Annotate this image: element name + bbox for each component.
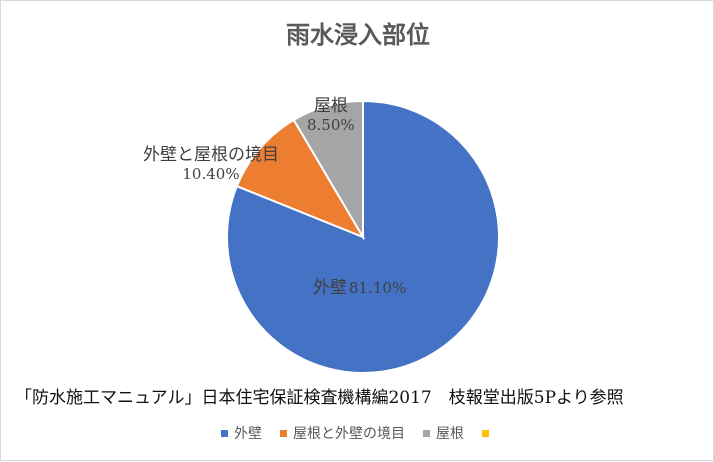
chart-title: 雨水浸入部位 [286,20,430,49]
legend-swatch [482,429,489,437]
data-label-name: 外壁 [313,278,347,298]
legend-label: 外壁 [234,426,262,442]
data-label-outer-wall: 外壁 81.10% [313,278,407,299]
legend-item-roof-wall-boundary: 屋根と外壁の境目 [280,423,405,443]
legend-label: 屋根 [436,426,464,442]
legend-swatch [423,429,430,437]
legend-swatch [280,429,287,437]
data-label-percent: 81.10% [349,279,407,297]
legend-label: 屋根と外壁の境目 [293,426,405,442]
data-label-name: 外壁と屋根の境目 [143,145,279,165]
data-label-name: 屋根 [313,96,348,116]
data-label-roof: 屋根 8.50% [307,96,355,134]
legend-item-unlabeled [482,423,495,443]
slice-roof [292,99,364,241]
data-label-percent: 10.40% [182,164,240,183]
data-label-roof-wall-boundary: 外壁と屋根の境目 10.40% [143,145,279,183]
legend-item-roof: 屋根 [423,423,464,443]
legend: 外壁 屋根と外壁の境目 屋根 [1,423,714,443]
legend-swatch [221,429,228,437]
source-note: 「防水施工マニュアル」日本住宅保証検査機構編2017 枝報堂出版5Pより参照 [15,388,624,408]
data-label-percent: 8.50% [307,115,355,134]
legend-item-outer-wall: 外壁 [221,423,262,443]
slice-roof-wall-boundary [235,118,366,240]
